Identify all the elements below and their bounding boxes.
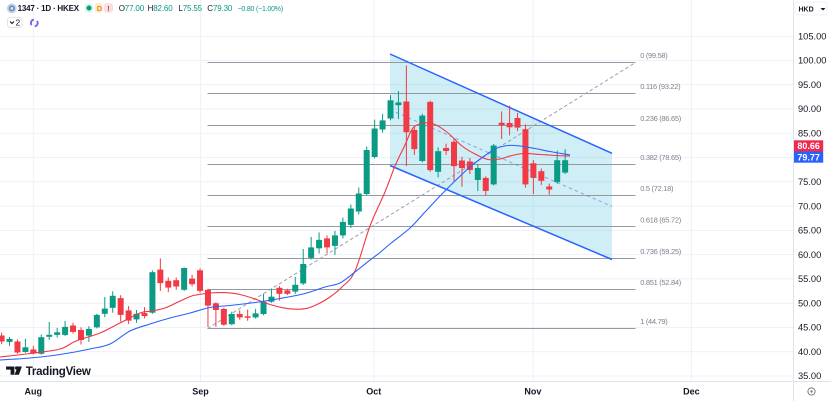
svg-text:55.00: 55.00 — [798, 274, 821, 284]
svg-text:1 (44.79): 1 (44.79) — [640, 317, 668, 326]
svg-text:105.00: 105.00 — [798, 31, 826, 41]
svg-text:D: D — [97, 4, 103, 13]
svg-text:79.77: 79.77 — [797, 152, 820, 162]
svg-text:65.00: 65.00 — [798, 226, 821, 236]
svg-text:0.5 (72.18): 0.5 (72.18) — [640, 184, 674, 193]
svg-text:0.116 (93.22): 0.116 (93.22) — [640, 82, 681, 91]
svg-text:60.00: 60.00 — [798, 250, 821, 260]
svg-text:Sep: Sep — [192, 387, 209, 397]
svg-text:0.618 (65.72): 0.618 (65.72) — [640, 216, 682, 225]
svg-text:Oct: Oct — [366, 387, 381, 397]
svg-text:L75.55: L75.55 — [178, 4, 202, 13]
svg-text:100.00: 100.00 — [798, 56, 826, 66]
svg-text:80.66: 80.66 — [797, 141, 820, 151]
svg-text:95.00: 95.00 — [798, 80, 821, 90]
svg-text:35.00: 35.00 — [798, 371, 821, 381]
svg-text:HKD: HKD — [799, 7, 814, 14]
svg-text:1347 · 1D · HKEX: 1347 · 1D · HKEX — [18, 4, 80, 13]
svg-text:0.736 (59.25): 0.736 (59.25) — [640, 247, 682, 256]
svg-text:45.00: 45.00 — [798, 323, 821, 333]
svg-text:0.382 (78.65): 0.382 (78.65) — [640, 153, 682, 162]
svg-text:Nov: Nov — [524, 387, 541, 397]
svg-text:0 (99.58): 0 (99.58) — [640, 51, 668, 60]
svg-text:−0.80 (−1.00%): −0.80 (−1.00%) — [238, 6, 283, 13]
svg-text:!: ! — [107, 4, 110, 13]
svg-text:0.851 (52.84): 0.851 (52.84) — [640, 278, 682, 287]
svg-text:C79.30: C79.30 — [207, 4, 233, 13]
svg-text:Dec: Dec — [683, 387, 700, 397]
svg-text:70.00: 70.00 — [798, 201, 821, 211]
svg-text:0.236 (86.65): 0.236 (86.65) — [640, 114, 682, 123]
svg-text:85.00: 85.00 — [798, 129, 821, 139]
svg-text:Aug: Aug — [25, 387, 43, 397]
svg-text:H82.60: H82.60 — [148, 4, 174, 13]
svg-text:40.00: 40.00 — [798, 347, 821, 357]
svg-text:50.00: 50.00 — [798, 298, 821, 308]
svg-text:TradingView: TradingView — [26, 366, 91, 378]
svg-text:O77.00: O77.00 — [119, 4, 145, 13]
svg-text:2: 2 — [16, 18, 21, 28]
svg-text:75.00: 75.00 — [798, 177, 821, 187]
svg-text:90.00: 90.00 — [798, 104, 821, 114]
